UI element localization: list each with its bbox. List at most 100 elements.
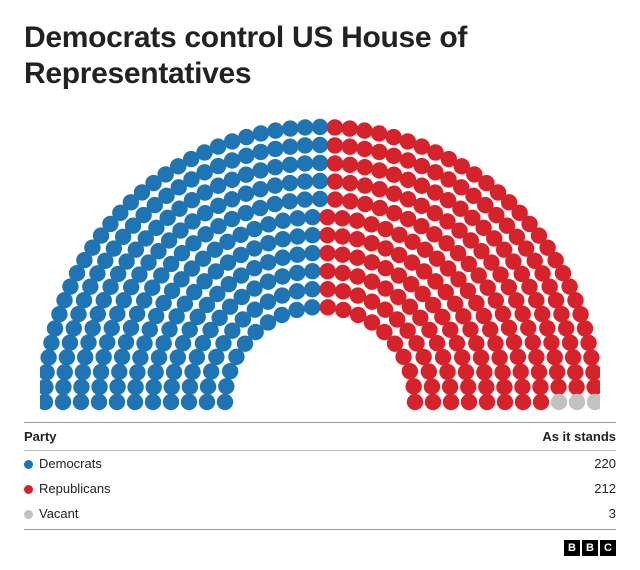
legend-row: Democrats220 <box>24 451 616 477</box>
seat-dot <box>349 250 365 266</box>
seat-dot <box>274 250 290 266</box>
legend-count-cell: 3 <box>344 501 616 530</box>
seat-dot <box>553 306 569 322</box>
seat-dot <box>577 320 593 336</box>
seat-dot <box>342 175 358 191</box>
seat-dot <box>253 125 269 141</box>
seat-dot <box>282 120 298 136</box>
seat-dot <box>458 364 474 380</box>
seat-dot <box>386 186 402 202</box>
seat-dot <box>47 320 63 336</box>
seat-dot <box>252 181 268 197</box>
seat-dot <box>468 335 484 351</box>
seat-dot <box>371 144 387 160</box>
seat-dot <box>274 268 290 284</box>
seat-dot <box>334 210 350 226</box>
seat-dot <box>246 221 262 237</box>
seat-dot <box>224 152 240 168</box>
seat-dot <box>260 314 276 330</box>
seat-dot <box>127 379 143 395</box>
seat-dot <box>304 263 320 279</box>
seat-dot <box>62 335 78 351</box>
seat-dot <box>304 209 320 225</box>
seat-dot <box>510 349 526 365</box>
seat-dot <box>288 302 304 318</box>
hemicycle-svg <box>40 112 600 412</box>
legend-party-cell: Vacant <box>24 501 344 530</box>
seat-dot <box>297 173 313 189</box>
seat-dot <box>77 349 93 365</box>
seat-dot <box>349 268 365 284</box>
seat-dot <box>114 349 130 365</box>
seat-dot <box>335 283 351 299</box>
legend-party-label: Democrats <box>39 456 102 471</box>
legend-row: Vacant3 <box>24 501 616 530</box>
seat-dot <box>304 281 320 297</box>
seat-dot <box>572 306 588 322</box>
seat-dot <box>349 231 365 247</box>
seat-dot <box>349 213 365 229</box>
seat-dot <box>547 349 563 365</box>
seat-dot <box>304 299 320 315</box>
seat-dot <box>274 287 290 303</box>
seat-dot <box>40 349 56 365</box>
seat-dot <box>421 363 437 379</box>
seat-dot <box>104 320 120 336</box>
seat-dot <box>520 320 536 336</box>
seat-dot <box>497 394 513 410</box>
seat-dot <box>170 349 186 365</box>
seat-dot <box>473 349 489 365</box>
seat-dot <box>501 320 517 336</box>
seat-dot <box>363 216 379 232</box>
seat-dot <box>491 350 507 366</box>
seat-dot <box>95 349 111 365</box>
legend-header-party: Party <box>24 423 344 451</box>
legend-header-row: Party As it stands <box>24 423 616 451</box>
seat-dot <box>132 350 148 366</box>
seat-dot <box>479 394 495 410</box>
seat-dot <box>587 394 600 410</box>
seat-dot <box>562 335 578 351</box>
legend-header-count: As it stands <box>344 423 616 451</box>
seat-dot <box>525 334 541 350</box>
seat-dot <box>246 240 262 256</box>
seat-dot <box>218 378 234 394</box>
seat-dot <box>43 335 59 351</box>
legend-party-cell: Democrats <box>24 451 344 477</box>
seat-dot <box>461 394 477 410</box>
seat-dot <box>327 137 343 153</box>
seat-dot <box>487 335 503 351</box>
seat-dot <box>334 228 350 244</box>
seat-dot <box>66 320 82 336</box>
seat-dot <box>429 335 445 351</box>
seat-dot <box>327 173 343 189</box>
seat-dot <box>363 235 379 251</box>
seat-dot <box>335 302 351 318</box>
seat-dot <box>282 139 298 155</box>
seat-dot <box>145 379 161 395</box>
seat-dot <box>585 364 600 380</box>
seat-dot <box>145 394 161 410</box>
seat-dot <box>99 334 115 350</box>
legend-swatch <box>24 485 33 494</box>
seat-dot <box>166 364 182 380</box>
seat-dot <box>372 200 388 216</box>
seat-dot <box>312 119 328 135</box>
seat-dot <box>543 334 559 350</box>
bbc-logo-box: B <box>564 540 580 556</box>
seat-dot <box>91 379 107 395</box>
seat-dot <box>151 349 167 365</box>
page-title: Democrats control US House of Representa… <box>24 20 616 92</box>
seat-dot <box>320 299 336 315</box>
legend-count-cell: 212 <box>344 476 616 501</box>
seat-dot <box>253 144 269 160</box>
seat-dot <box>224 191 240 207</box>
seat-dot <box>55 394 71 410</box>
seat-dot <box>93 364 109 380</box>
seat-dot <box>514 379 530 395</box>
seat-dot <box>111 364 127 380</box>
seat-dot <box>289 247 305 263</box>
seat-dot <box>400 133 416 149</box>
seat-dot <box>182 379 198 395</box>
seat-dot <box>297 137 313 153</box>
